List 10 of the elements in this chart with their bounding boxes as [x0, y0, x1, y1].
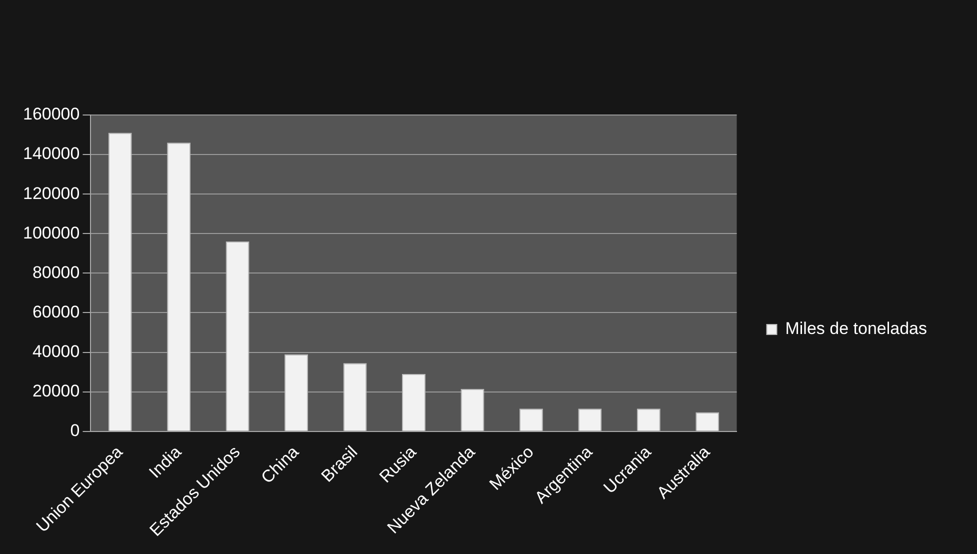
y-tick-label: 160000 [22, 104, 80, 124]
y-tick-label: 20000 [32, 382, 80, 401]
y-tick-label: 60000 [32, 302, 80, 322]
y-tick-label: 0 [70, 421, 80, 440]
y-tick-label: 120000 [22, 184, 80, 203]
y-tick-label: 140000 [22, 144, 80, 164]
y-tick-label: 40000 [32, 342, 80, 361]
legend-label: Miles de toneladas [785, 319, 928, 338]
y-tick-label: 100000 [22, 223, 80, 242]
y-tick-label: 80000 [32, 262, 80, 282]
